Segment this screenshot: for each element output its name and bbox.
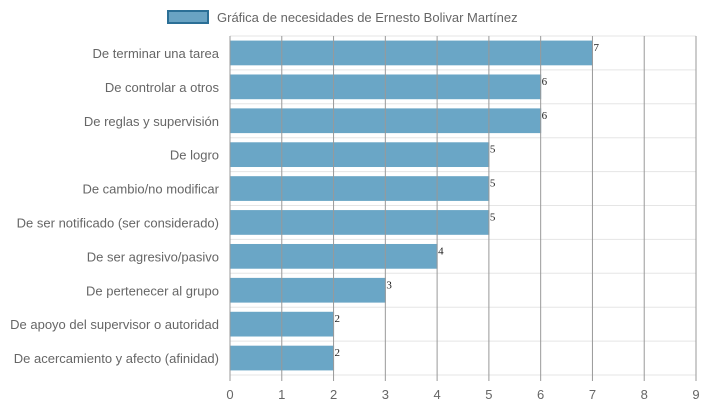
x-tick-label: 9 [692,387,699,402]
x-tick-label: 4 [433,387,440,402]
bar [229,277,386,303]
data-label: 2 [335,313,341,325]
category-label: De logro [170,148,219,163]
category-label: De controlar a otros [105,80,220,95]
x-tick-label: 1 [278,387,285,402]
x-tick-label: 8 [641,387,648,402]
data-label: 6 [542,110,548,122]
category-label: De ser notificado (ser considerado) [17,215,219,230]
data-label: 5 [490,178,496,190]
data-label: 6 [542,76,548,88]
x-tick-label: 2 [330,387,337,402]
bar [229,210,490,235]
category-label: De pertenecer al grupo [86,283,219,298]
category-label: De apoyo del supervisor o autoridad [10,317,219,332]
x-tick-label: 5 [485,387,492,402]
x-tick-label: 7 [589,387,596,402]
bar [229,176,490,201]
category-label: De cambio/no modificar [82,182,219,197]
data-label: 2 [335,347,341,359]
data-label: 5 [490,211,496,223]
data-label: 3 [386,279,392,291]
legend-label: Gráfica de necesidades de Ernesto Boliva… [217,9,518,25]
bar [229,142,490,168]
category-label: De terminar una tarea [93,46,220,61]
x-tick-label: 6 [537,387,544,402]
x-tick-label: 0 [226,387,233,402]
chart-legend[interactable]: Gráfica de necesidades de Ernesto Boliva… [167,7,518,27]
data-label: 7 [593,42,599,54]
data-label: 5 [490,144,496,156]
category-label: De reglas y supervisión [84,114,219,129]
category-label: De acercamiento y afecto (afinidad) [14,351,219,366]
data-label: 4 [438,245,444,257]
x-tick-label: 3 [382,387,389,402]
bar [229,40,593,66]
legend-swatch [167,10,209,24]
category-label: De ser agresivo/pasivo [87,249,219,264]
